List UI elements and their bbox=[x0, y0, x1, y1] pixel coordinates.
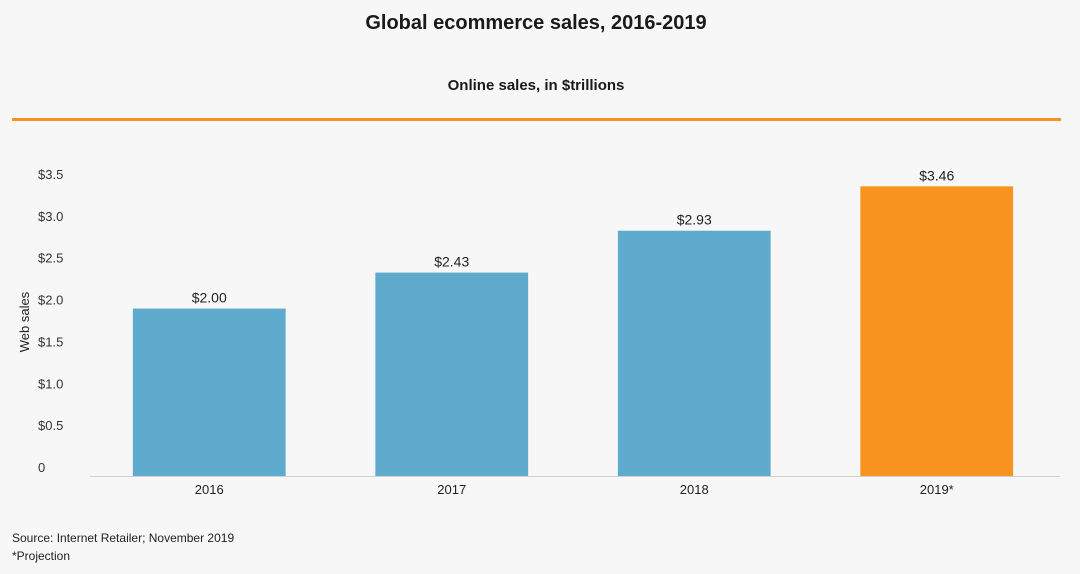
chart-title: Global ecommerce sales, 2016-2019 bbox=[365, 12, 707, 34]
title-divider bbox=[12, 118, 1061, 121]
y-tick-label: $2.0 bbox=[38, 293, 63, 308]
bar-2019 bbox=[860, 186, 1014, 476]
y-axis-ticks: 0 $0.5 $1.0 $1.5 $2.0 $2.5 $3.0 $3.5 bbox=[38, 167, 63, 475]
x-tick-label: 2018 bbox=[680, 482, 709, 497]
y-tick-label: 0 bbox=[38, 460, 45, 475]
chart-subtitle: Online sales, in $trillions bbox=[447, 77, 625, 94]
x-tick-label: 2016 bbox=[195, 482, 224, 497]
bar-2017 bbox=[375, 272, 529, 476]
bar-2016 bbox=[132, 308, 286, 476]
y-tick-label: $0.5 bbox=[38, 418, 63, 433]
y-tick-label: $3.0 bbox=[38, 209, 63, 224]
y-axis-title: Web sales bbox=[17, 291, 32, 352]
bar-2018 bbox=[617, 230, 771, 476]
x-tick-label: 2017 bbox=[437, 482, 466, 497]
bar-value-label: $3.46 bbox=[919, 167, 954, 183]
bar-value-label: $2.43 bbox=[434, 254, 469, 270]
bar-value-label: $2.93 bbox=[677, 212, 712, 228]
source-note: Source: Internet Retailer; November 2019 bbox=[12, 531, 235, 545]
chart-footer: Source: Internet Retailer; November 2019… bbox=[12, 529, 234, 565]
bar-chart: 0$0.5$1.0$1.5$2.0$2.5$3.0$3.5 Web sales … bbox=[17, 167, 1060, 497]
projection-note: *Projection bbox=[12, 549, 71, 563]
x-tick-label: 2019* bbox=[920, 482, 954, 497]
y-tick-label: $2.5 bbox=[38, 251, 63, 266]
bars: $2.00 2016 $2.43 2017 $2.93 2018 $3.46 2019* bbox=[132, 167, 1014, 497]
y-tick-label: $1.5 bbox=[38, 334, 63, 349]
y-tick-label: $3.5 bbox=[38, 167, 63, 182]
y-tick-label: $1.0 bbox=[38, 376, 63, 391]
bar-value-label: $2.00 bbox=[192, 290, 227, 306]
